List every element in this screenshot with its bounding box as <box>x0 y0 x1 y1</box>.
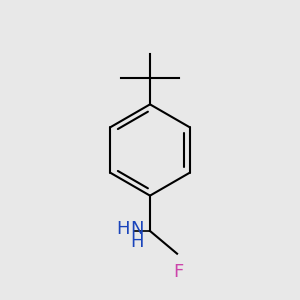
Text: H: H <box>130 233 143 251</box>
Text: F: F <box>173 262 184 280</box>
Text: N: N <box>130 220 143 238</box>
Text: H: H <box>116 220 129 238</box>
